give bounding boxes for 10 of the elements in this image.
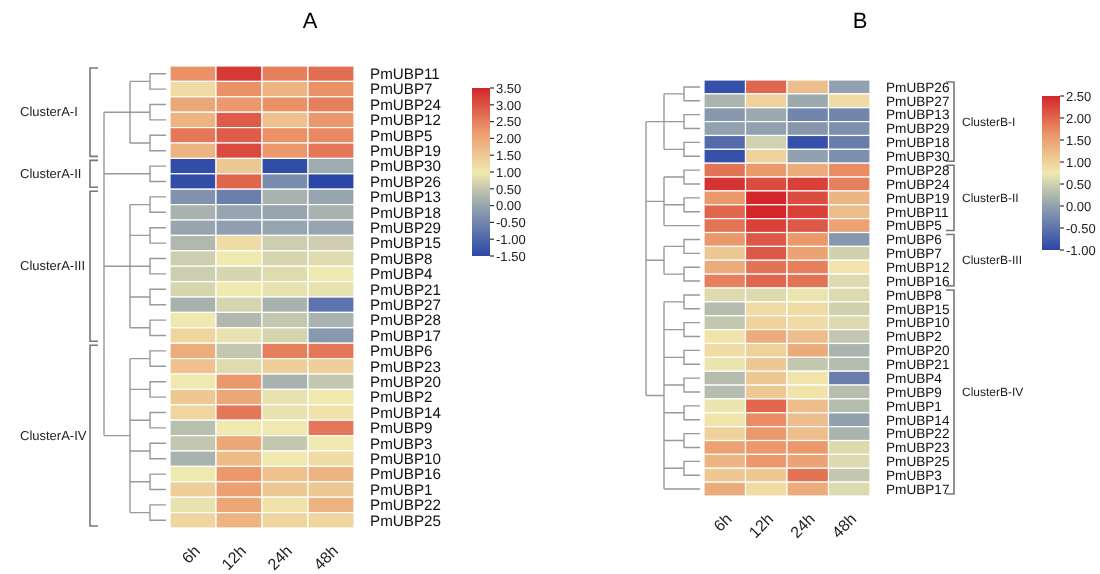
x-tick-label: 48h <box>310 542 342 574</box>
x-tick-label: 6h <box>178 542 204 568</box>
chart-title: A <box>302 10 319 34</box>
x-tick-label: 24h <box>786 510 819 542</box>
x-tick-label: 48h <box>828 510 861 542</box>
chart-title: B <box>852 10 868 34</box>
x-tick-label: 12h <box>218 542 250 574</box>
x-tick-label: 24h <box>264 542 296 574</box>
x-tick-label: 6h <box>710 510 736 536</box>
x-tick-label: 12h <box>745 510 778 542</box>
